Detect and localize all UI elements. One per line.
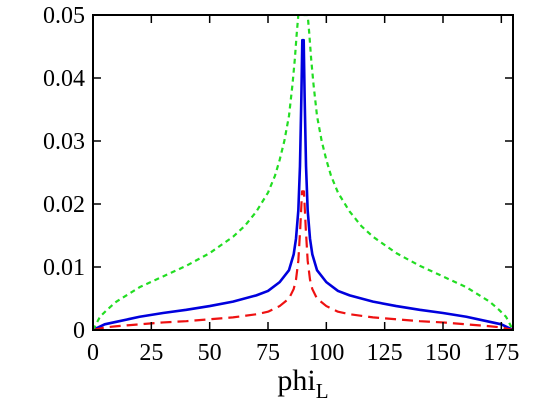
- series-dashed-line: [93, 190, 513, 330]
- x-axis-label: phiL: [277, 364, 328, 403]
- y-tick-label: 0.01: [43, 255, 85, 281]
- y-tick-label: 0.02: [43, 192, 85, 218]
- x-axis-label-subscript: L: [316, 379, 329, 403]
- x-tick-label: 0: [87, 340, 99, 366]
- x-tick-label: 25: [139, 340, 163, 366]
- y-tick-label: 0.05: [43, 3, 85, 29]
- y-tick-label: 0.04: [43, 66, 85, 92]
- series-dotted-line: [93, 15, 513, 330]
- series-layer: [93, 15, 513, 330]
- x-tick-label: 125: [367, 340, 403, 366]
- y-tick-label: 0.03: [43, 129, 85, 155]
- x-tick-label: 175: [483, 340, 519, 366]
- x-tick-label: 50: [198, 340, 222, 366]
- x-tick-label: 75: [256, 340, 280, 366]
- ticks-layer: 0 25 50 75 100 125 150 175 0 0.01 0.02 0.03 0.04 0.05: [43, 3, 519, 366]
- x-tick-label: 150: [425, 340, 461, 366]
- series-solid-line: [93, 38, 513, 330]
- x-tick-label: 100: [308, 340, 344, 366]
- plot-frame: [92, 14, 514, 331]
- x-axis-label-main: phi: [277, 364, 315, 397]
- y-tick-label: 0: [73, 318, 85, 344]
